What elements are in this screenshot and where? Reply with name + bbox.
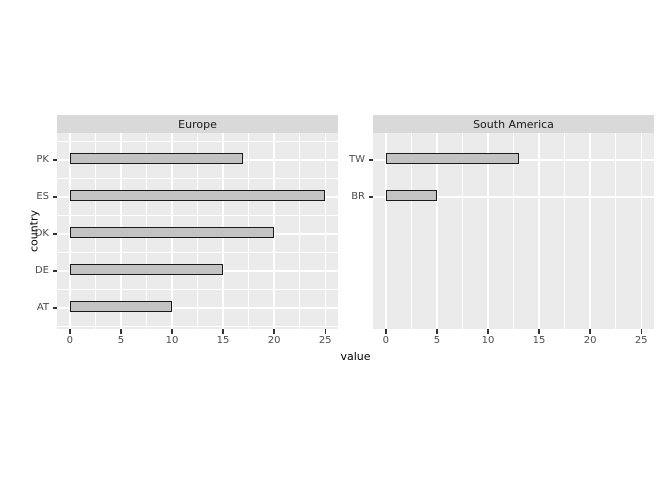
y-tick-mark [53,270,57,272]
x-tick-label: 25 [634,335,648,346]
x-tick-label: 0 [382,335,389,346]
y-tick-label: PK [36,154,49,165]
y-tick-mark [53,159,57,161]
x-tick-label: 20 [583,335,597,346]
gridline-vertical-major [538,133,540,329]
gridline-vertical-minor [513,133,514,329]
gridline-horizontal-minor [57,141,338,142]
gridline-vertical-minor [299,133,301,329]
gridline-horizontal-minor [57,252,338,253]
x-tick-mark [120,329,122,334]
y-tick-label: ES [36,191,49,202]
facet-panel [57,133,338,329]
x-tick-mark [69,329,71,334]
x-tick-label: 10 [165,335,179,346]
x-tick-mark [436,329,438,334]
x-tick-mark [640,329,642,334]
gridline-horizontal-major [373,196,654,198]
y-tick-mark [369,196,373,198]
gridline-vertical-major [589,133,591,329]
y-tick-mark [369,159,373,161]
x-tick-mark [589,329,591,334]
gridline-vertical-major [385,133,387,329]
x-tick-mark [273,329,275,334]
bar [385,190,437,201]
y-tick-label: AT [36,302,49,313]
x-axis-title: value [340,350,371,363]
y-tick-label: TW [349,154,365,165]
x-tick-mark [171,329,173,334]
gridline-vertical-major [436,133,438,329]
gridline-vertical-minor [564,133,566,329]
gridline-vertical-minor [410,133,412,329]
y-tick-label: DE [34,265,49,276]
gridline-vertical-major [640,133,642,329]
facet-strip: Europe [57,115,338,133]
gridline-horizontal-minor [57,215,338,216]
gridline-vertical-minor [615,133,617,329]
bar [385,153,519,164]
y-tick-label: DK [34,228,49,239]
bar [69,190,326,201]
y-tick-mark [53,233,57,235]
bar [69,153,244,164]
x-tick-label: 5 [117,335,125,346]
x-tick-mark [324,329,326,334]
x-tick-label: 15 [532,335,546,346]
gridline-horizontal-minor [57,178,338,179]
facet-strip-label: Europe [178,117,217,131]
y-tick-mark [53,196,57,198]
x-tick-label: 10 [481,335,495,346]
gridline-vertical-major [487,133,489,329]
gridline-horizontal-minor [57,289,338,290]
gridline-horizontal-major [57,307,338,309]
facet-strip: South America [373,115,654,133]
facet-panel [373,133,654,329]
x-tick-mark [538,329,540,334]
y-tick-label: BR [351,191,365,202]
x-axis-title-row: value [0,350,672,363]
x-tick-mark [487,329,489,334]
facet-strip-label: South America [473,117,554,131]
bar [69,301,172,312]
x-tick-label: 15 [216,335,230,346]
y-tick-mark [53,307,57,309]
bar [69,264,224,275]
gridline-vertical-major [324,133,326,329]
gridline-horizontal-minor [57,326,338,327]
gridline-vertical-major [69,133,71,329]
x-tick-mark [385,329,387,334]
x-tick-mark [222,329,224,334]
x-tick-label: 0 [66,335,73,346]
x-tick-label: 25 [318,335,332,346]
x-tick-label: 5 [433,335,441,346]
bar [69,227,275,238]
x-tick-label: 20 [267,335,281,346]
gridline-vertical-minor [461,133,463,329]
